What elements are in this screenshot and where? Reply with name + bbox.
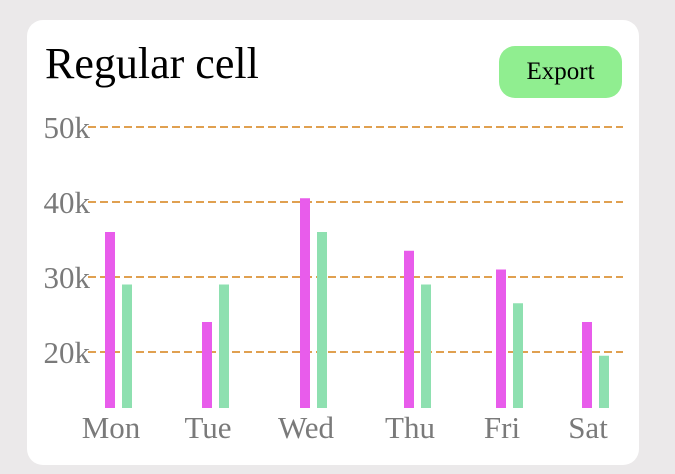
export-button[interactable]: Export	[499, 46, 622, 98]
bar-series2-sat	[599, 355, 609, 408]
bar-series2-wed	[317, 232, 327, 408]
bar-series2-thu	[421, 284, 431, 408]
bar-series2-fri	[513, 303, 523, 408]
bars	[105, 198, 609, 408]
y-axis-ticks: 20k 30k 40k 50k	[44, 110, 91, 370]
y-tick-label: 40k	[44, 185, 91, 220]
x-axis-labels: Mon Tue Wed Thu Fri Sat	[82, 410, 608, 445]
bar-series1-tue	[202, 322, 212, 408]
bar-series1-sat	[582, 322, 592, 408]
bar-series1-thu	[404, 250, 414, 408]
bar-series1-fri	[496, 269, 506, 408]
y-tick-label: 30k	[44, 260, 91, 295]
x-category-label: Mon	[82, 410, 141, 445]
x-category-label: Tue	[184, 410, 231, 445]
bar-series1-wed	[300, 198, 310, 408]
x-category-label: Fri	[484, 410, 521, 445]
x-category-label: Sat	[568, 410, 608, 445]
bar-series2-tue	[219, 284, 229, 408]
gridlines	[88, 126, 623, 353]
x-category-label: Wed	[278, 410, 335, 445]
x-category-label: Thu	[385, 410, 435, 445]
bar-series1-mon	[105, 232, 115, 408]
chart-title: Regular cell	[45, 39, 259, 88]
y-tick-label: 50k	[44, 110, 91, 145]
bar-series2-mon	[122, 284, 132, 408]
y-tick-label: 20k	[44, 335, 91, 370]
